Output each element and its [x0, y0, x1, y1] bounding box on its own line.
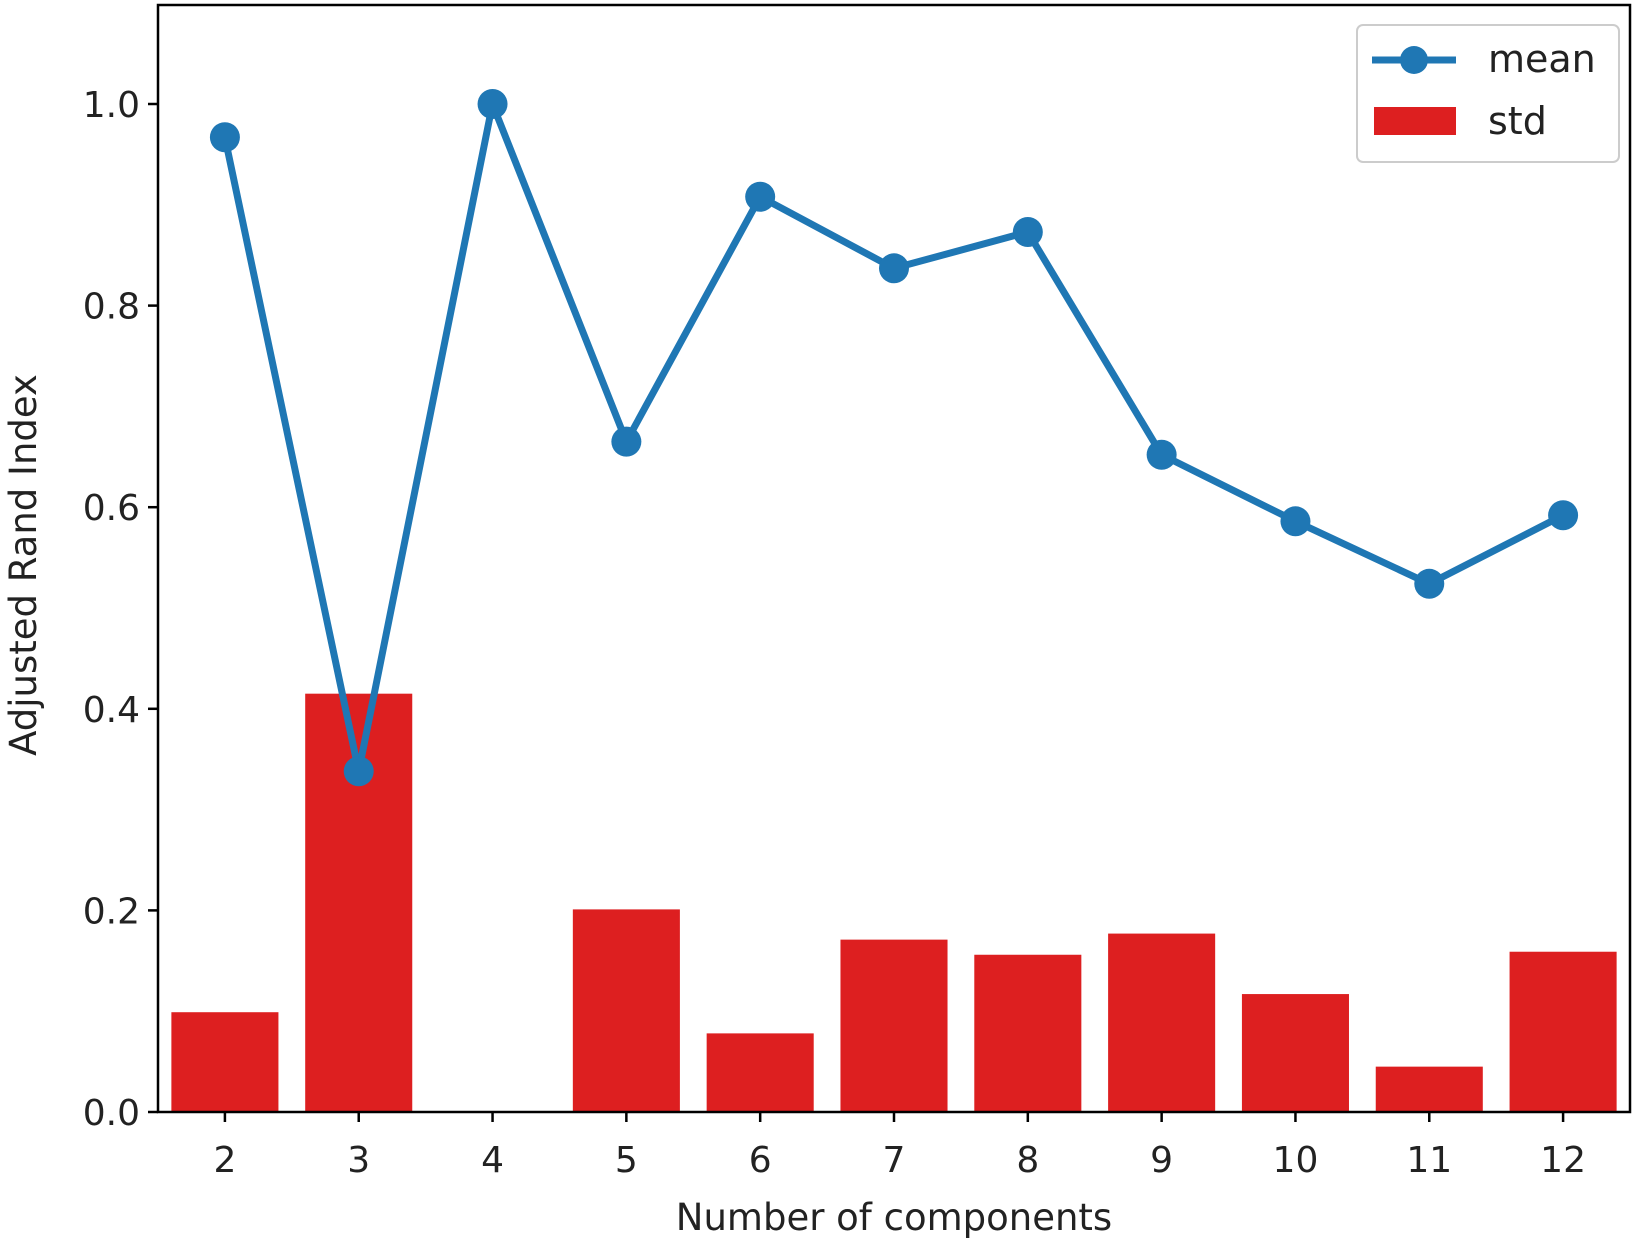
legend-std-swatch: [1374, 107, 1456, 135]
mean-point-8: [1012, 217, 1043, 248]
x-axis-label: Number of components: [676, 1196, 1112, 1239]
std-bar-6: [706, 1033, 814, 1112]
std-bars: [171, 693, 1617, 1112]
legend-mean-marker: [1400, 46, 1428, 74]
x-tick-label: 12: [1540, 1140, 1586, 1181]
x-tick-label: 9: [1150, 1140, 1173, 1181]
mean-point-10: [1280, 506, 1311, 537]
std-bar-5: [572, 909, 680, 1112]
mean-point-6: [745, 181, 776, 212]
x-tick-label: 11: [1406, 1140, 1452, 1181]
x-tick-label: 4: [481, 1140, 504, 1181]
x-tick-label: 3: [347, 1140, 370, 1181]
mean-point-3: [343, 756, 374, 787]
y-tick-label: 0.8: [83, 287, 140, 328]
y-tick-label: 0.6: [83, 488, 140, 529]
mean-point-7: [879, 253, 909, 284]
mean-point-2: [209, 122, 240, 153]
std-bar-7: [840, 939, 948, 1112]
legend: mean std: [1356, 24, 1620, 163]
mean-point-9: [1146, 439, 1177, 470]
std-bar-11: [1375, 1066, 1483, 1112]
std-bar-10: [1241, 994, 1349, 1112]
x-tick-label: 6: [749, 1140, 772, 1181]
x-axis-ticks: 2 3 4 5 6 7 8 9 10 11 12: [213, 1112, 1586, 1181]
y-tick-label: 0.4: [83, 690, 140, 731]
mean-point-12: [1548, 500, 1579, 531]
legend-mean-label: mean: [1488, 37, 1596, 81]
std-bar-12: [1509, 951, 1617, 1112]
mean-point-4: [477, 89, 508, 119]
x-tick-label: 8: [1016, 1140, 1039, 1181]
y-axis-label: Adjusted Rand Index: [2, 374, 45, 756]
y-tick-label: 0.0: [83, 1093, 140, 1134]
y-axis-ticks: 0.0 0.2 0.4 0.6 0.8 1.0: [83, 85, 158, 1134]
std-bar-9: [1108, 933, 1216, 1112]
legend-std-label: std: [1488, 99, 1547, 143]
x-tick-label: 7: [883, 1140, 906, 1181]
x-tick-label: 2: [213, 1140, 236, 1181]
y-tick-label: 0.2: [83, 891, 140, 932]
x-tick-label: 5: [615, 1140, 638, 1181]
y-tick-label: 1.0: [83, 85, 140, 126]
std-bar-8: [974, 954, 1082, 1112]
std-bar-2: [171, 1012, 279, 1112]
x-tick-label: 10: [1273, 1140, 1319, 1181]
mean-point-5: [611, 426, 642, 457]
mean-line-series: [209, 89, 1579, 787]
mean-point-11: [1414, 568, 1445, 599]
